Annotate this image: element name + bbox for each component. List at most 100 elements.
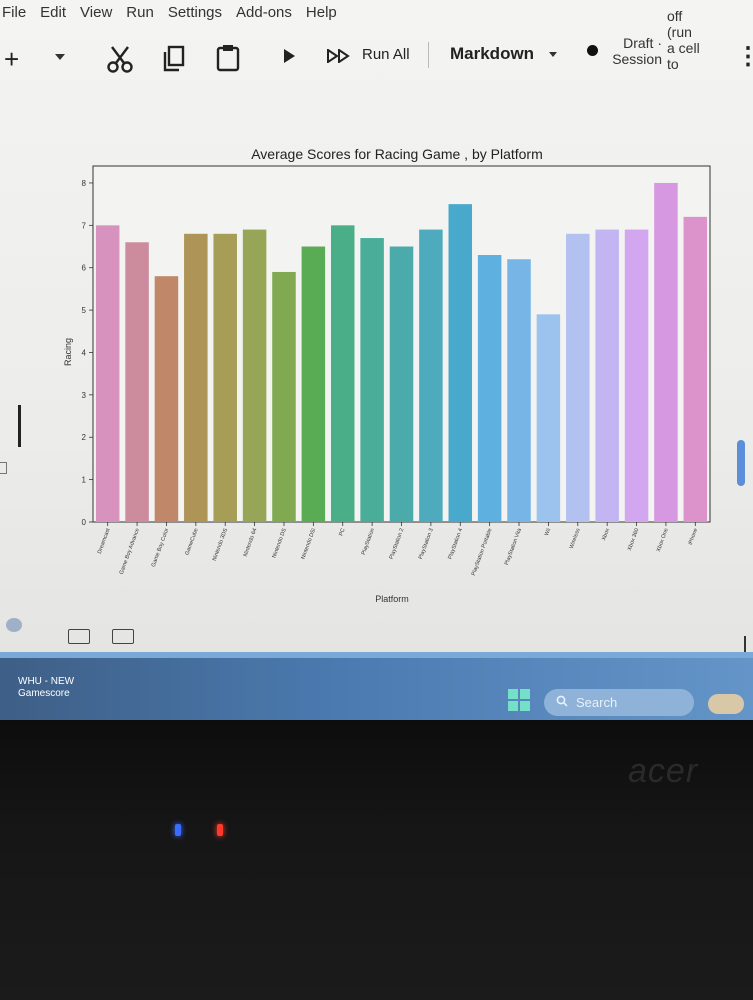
menu-view[interactable]: View — [80, 3, 113, 21]
more-options-icon[interactable]: ⋮ — [736, 43, 753, 70]
add-dropdown-icon[interactable] — [55, 54, 65, 60]
bar-gamecube — [184, 233, 208, 523]
menu-file[interactable]: File — [2, 3, 27, 21]
bar-nintendo-ds — [272, 271, 296, 522]
y-tick-label: 7 — [82, 221, 87, 230]
bar-playstation-4 — [448, 204, 473, 522]
y-tick-label: 8 — [82, 179, 87, 188]
bar-nintendo-3ds — [213, 233, 237, 523]
notebook-screen: File Edit View Run Settings Add-ons Help… — [0, 0, 753, 720]
x-tick-label: GameCube — [184, 528, 199, 556]
y-tick-label: 4 — [82, 348, 87, 357]
y-tick-label: 1 — [82, 476, 87, 485]
x-tick-label: Xbox 360 — [627, 528, 641, 552]
x-tick-label: iPhone — [688, 528, 700, 546]
output-resize-handle[interactable] — [744, 636, 746, 656]
x-tick-label: Game Boy Advance — [119, 528, 141, 576]
menu-run[interactable]: Run — [126, 3, 154, 21]
laptop-brand-logo: acer — [628, 752, 699, 790]
chart-title: Average Scores for Racing Game , by Plat… — [251, 146, 543, 162]
x-axis-label: Platform — [375, 594, 409, 604]
x-tick-label: Xbox One — [656, 528, 670, 553]
y-tick-label: 2 — [82, 433, 87, 442]
x-tick-label: PlayStation 2 — [389, 528, 406, 561]
bar-wireless — [566, 233, 590, 523]
hint-line-4: to — [667, 56, 679, 72]
bar-pc — [330, 225, 355, 522]
session-hint: off (run a cell to — [667, 8, 700, 72]
x-tick-label: Nintendo 3DS — [212, 527, 229, 562]
session-line-2: Session — [612, 51, 662, 67]
x-tick-label: Wireless — [569, 527, 582, 549]
bar-xbox-one — [654, 182, 678, 522]
bar-wii — [536, 314, 561, 522]
bar-nintendo-dsi — [301, 246, 326, 522]
y-tick-label: 5 — [82, 306, 87, 315]
chevron-down-icon[interactable] — [549, 52, 557, 57]
console-icon[interactable] — [68, 629, 90, 644]
session-line-1: Draft — [623, 35, 654, 51]
search-placeholder: Search — [576, 695, 618, 710]
x-tick-label: PC — [338, 528, 346, 537]
bar-playstation — [360, 238, 384, 523]
y-tick-label: 3 — [82, 391, 87, 400]
x-tick-label: Game Boy Color — [151, 527, 171, 567]
session-separator: · — [657, 35, 662, 51]
taskbar-tray-icon[interactable] — [708, 694, 744, 714]
copy-icon[interactable] — [162, 44, 186, 79]
y-tick-label: 0 — [82, 518, 87, 527]
bar-xbox-360 — [624, 229, 649, 523]
search-icon — [556, 695, 568, 710]
x-tick-label: Dreamcast — [97, 527, 112, 554]
run-cell-icon[interactable] — [284, 49, 295, 63]
laptop-bezel — [0, 720, 753, 1000]
x-tick-label: PlayStation 3 — [418, 528, 435, 561]
x-tick-label: Nintendo DSi — [301, 528, 318, 561]
bar-xbox — [595, 229, 619, 523]
bar-playstation-2 — [389, 246, 414, 522]
settings-icon[interactable] — [6, 618, 22, 632]
x-tick-label: PlayStation Vita — [504, 527, 523, 566]
hint-line-2: (run — [667, 24, 692, 40]
racing-scores-chart: 0 1 2 3 4 5 6 7 8 Dreamcast Game Boy Advance Game … — [55, 138, 723, 618]
scrollbar-thumb[interactable] — [737, 440, 745, 486]
cut-icon[interactable] — [106, 44, 134, 79]
widget-subtitle: Gamescore — [18, 688, 70, 699]
x-tick-label: Wii — [544, 528, 552, 537]
run-all-icon[interactable] — [327, 48, 351, 68]
menu-edit[interactable]: Edit — [40, 3, 67, 21]
taskbar-highlight — [0, 652, 753, 660]
bar-playstation-portable — [477, 255, 502, 522]
run-all-button[interactable]: Run All — [362, 46, 410, 63]
session-label[interactable]: Draft · Session — [612, 35, 662, 67]
bar-game-boy-advance — [125, 242, 149, 522]
taskbar-widget[interactable]: WHU - NEW Gamescore — [18, 676, 74, 700]
bar-playstation-3 — [419, 229, 443, 523]
cell-focus-indicator — [18, 405, 21, 447]
x-tick-label: PlayStation Portable — [471, 528, 494, 577]
session-status-icon — [587, 45, 598, 56]
paste-icon[interactable] — [215, 43, 241, 78]
add-cell-button[interactable]: + — [4, 44, 20, 74]
x-tick-label: Nintendo DS — [272, 527, 288, 559]
bar-iphone — [683, 216, 708, 522]
bar-game-boy-color — [154, 276, 179, 522]
menu-help[interactable]: Help — [305, 3, 337, 21]
keyboard-icon[interactable] — [112, 629, 134, 644]
gutter-icon — [0, 462, 7, 474]
menu-bar: File Edit View Run Settings Add-ons Help — [0, 0, 753, 24]
y-axis-label: Racing — [63, 338, 73, 366]
cell-type-select[interactable]: Markdown — [450, 44, 535, 63]
x-tick-label: Nintendo 64 — [243, 528, 259, 558]
menu-settings[interactable]: Settings — [167, 3, 223, 21]
bar-dreamcast — [95, 225, 120, 522]
toolbar-divider — [428, 42, 429, 68]
widget-title: WHU - NEW — [18, 676, 75, 687]
hint-line-1: off — [667, 8, 683, 24]
y-tick-label: 6 — [82, 264, 87, 273]
menu-add-ons[interactable]: Add-ons — [236, 3, 292, 21]
hint-line-3: a cell — [667, 40, 700, 56]
windows-start-icon[interactable] — [508, 689, 530, 711]
status-led-red — [217, 824, 223, 836]
taskbar-search[interactable]: Search — [544, 689, 694, 716]
